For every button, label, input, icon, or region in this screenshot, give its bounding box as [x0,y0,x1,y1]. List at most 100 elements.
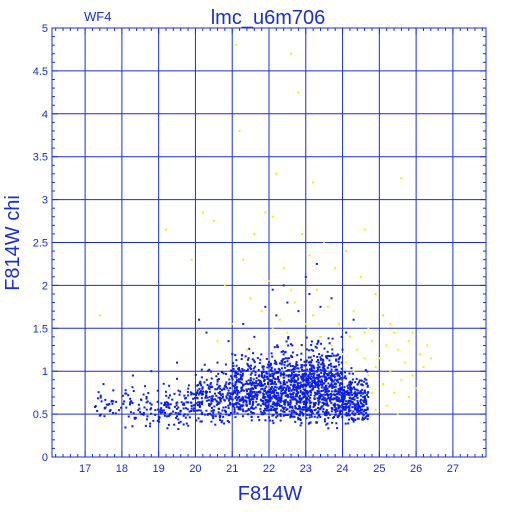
blue-point [317,382,320,385]
blue-point [280,372,283,375]
blue-point [221,419,224,422]
x-tick-labels: 17 18 19 20 21 22 23 24 25 26 27 [79,463,459,475]
blue-point [238,403,241,406]
blue-point [127,394,130,397]
blue-point [301,375,304,378]
blue-point [253,390,256,393]
blue-point [310,369,313,372]
blue-point [292,398,295,401]
blue-point [293,388,296,391]
blue-point [300,384,303,387]
blue-point [294,420,297,423]
blue-point [309,394,312,397]
blue-point [236,401,239,404]
blue-point [301,369,304,372]
blue-point [222,372,225,375]
blue-point [226,392,229,395]
blue-point [154,413,157,416]
y-tick-label: 1.5 [33,323,48,335]
blue-point [283,401,286,404]
blue-point [263,382,266,385]
blue-point [123,400,126,403]
blue-point [241,367,244,370]
blue-point [248,399,251,402]
blue-point [288,410,291,413]
blue-point [187,424,190,427]
blue-point [327,404,330,407]
blue-point [121,394,124,397]
blue-point [304,391,307,394]
blue-point [316,366,319,369]
blue-point [248,347,251,350]
blue-point [301,406,304,409]
blue-point [234,381,237,384]
blue-point [330,365,333,368]
blue-point [232,367,235,370]
blue-point [146,400,149,403]
blue-point [292,393,295,396]
blue-point [245,380,248,383]
blue-point [309,369,312,372]
blue-point [339,411,342,414]
blue-point [351,412,354,415]
blue-point [321,398,324,401]
blue-point [273,380,276,383]
blue-point [103,415,106,418]
blue-point [331,380,334,383]
blue-point [363,380,366,383]
blue-point [293,385,296,388]
blue-point [309,389,312,392]
blue-point [357,381,360,384]
blue-point [361,384,364,387]
blue-point [245,389,248,392]
blue-point [200,393,203,396]
blue-point [282,376,285,379]
blue-point [142,393,145,396]
blue-point [324,369,327,372]
blue-point [183,394,186,397]
blue-point [302,395,305,398]
blue-point [316,374,319,377]
blue-point [237,396,240,399]
blue-point [295,389,298,392]
blue-point [348,405,351,408]
blue-point [202,390,205,393]
blue-point [266,409,269,412]
blue-point [286,357,289,360]
blue-point [262,371,265,374]
blue-point [306,401,309,404]
blue-point [339,356,342,359]
blue-point [108,403,111,406]
blue-point [205,399,208,402]
blue-point [208,368,211,371]
blue-point [318,395,321,398]
blue-point [275,370,278,373]
blue-point [317,384,320,387]
blue-point [324,379,327,382]
blue-point [325,423,328,426]
blue-point [308,408,311,411]
blue-point [321,375,324,378]
blue-point [309,385,312,388]
blue-point [104,398,107,401]
blue-point [304,364,307,367]
blue-point [356,417,359,420]
blue-point [324,411,327,414]
blue-point [329,378,332,381]
blue-point [219,400,222,403]
yellow-point [264,211,267,214]
blue-point [324,393,327,396]
blue-point [312,405,315,408]
blue-point [230,369,233,372]
blue-point [239,407,242,410]
blue-point [292,376,295,379]
blue-point [286,408,289,411]
blue-point [111,402,114,405]
blue-point [196,409,199,412]
blue-point [220,388,223,391]
blue-point [275,363,278,366]
blue-point [362,399,365,402]
blue-point [356,400,359,403]
blue-point [149,408,152,411]
blue-point [305,348,308,351]
